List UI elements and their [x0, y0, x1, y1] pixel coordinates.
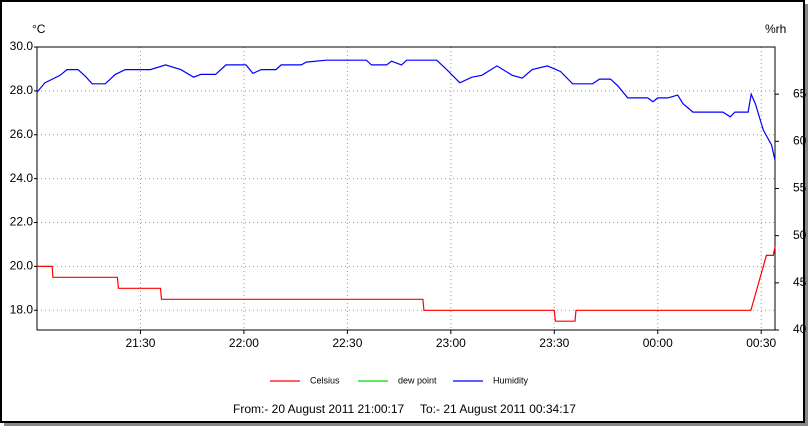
y2-axis-label: %rh [765, 22, 786, 36]
legend-label: Humidity [493, 375, 529, 385]
x-tick-label: 22:00 [229, 336, 259, 350]
y-tick-label: 22.0 [10, 215, 34, 229]
x-tick-label: 21:30 [125, 336, 155, 350]
x-tick-label: 00:00 [643, 336, 673, 350]
y-tick-label: 30.0 [10, 39, 34, 53]
series-line [37, 246, 776, 322]
x-tick-label: 00:30 [746, 336, 776, 350]
legend-label: dew point [398, 375, 437, 385]
series-line [36, 59, 776, 161]
y2-tick-label: 50 [793, 228, 807, 242]
y2-tick-label: 65 [793, 86, 807, 100]
y-tick-label: 26.0 [10, 127, 34, 141]
footer-to: To:- 21 August 2011 00:34:17 [420, 402, 576, 416]
y-tick-label: 24.0 [10, 171, 34, 185]
y-tick-label: 18.0 [10, 302, 34, 316]
legend-label: Celsius [310, 375, 340, 385]
y-tick-label: 20.0 [10, 259, 34, 273]
y2-tick-label: 60 [793, 134, 807, 148]
y-tick-label: 28.0 [10, 83, 34, 97]
footer-from: From:- 20 August 2011 21:00:17 [233, 402, 405, 416]
x-tick-label: 23:00 [436, 336, 466, 350]
frame [0, 0, 805, 423]
x-tick-label: 22:30 [332, 336, 362, 350]
plot-area [36, 46, 776, 331]
x-tick-label: 23:30 [539, 336, 569, 350]
y2-tick-label: 55 [793, 181, 807, 195]
y2-tick-label: 40 [793, 322, 807, 336]
y-axis-label: °C [32, 22, 46, 36]
y2-tick-label: 45 [793, 275, 807, 289]
